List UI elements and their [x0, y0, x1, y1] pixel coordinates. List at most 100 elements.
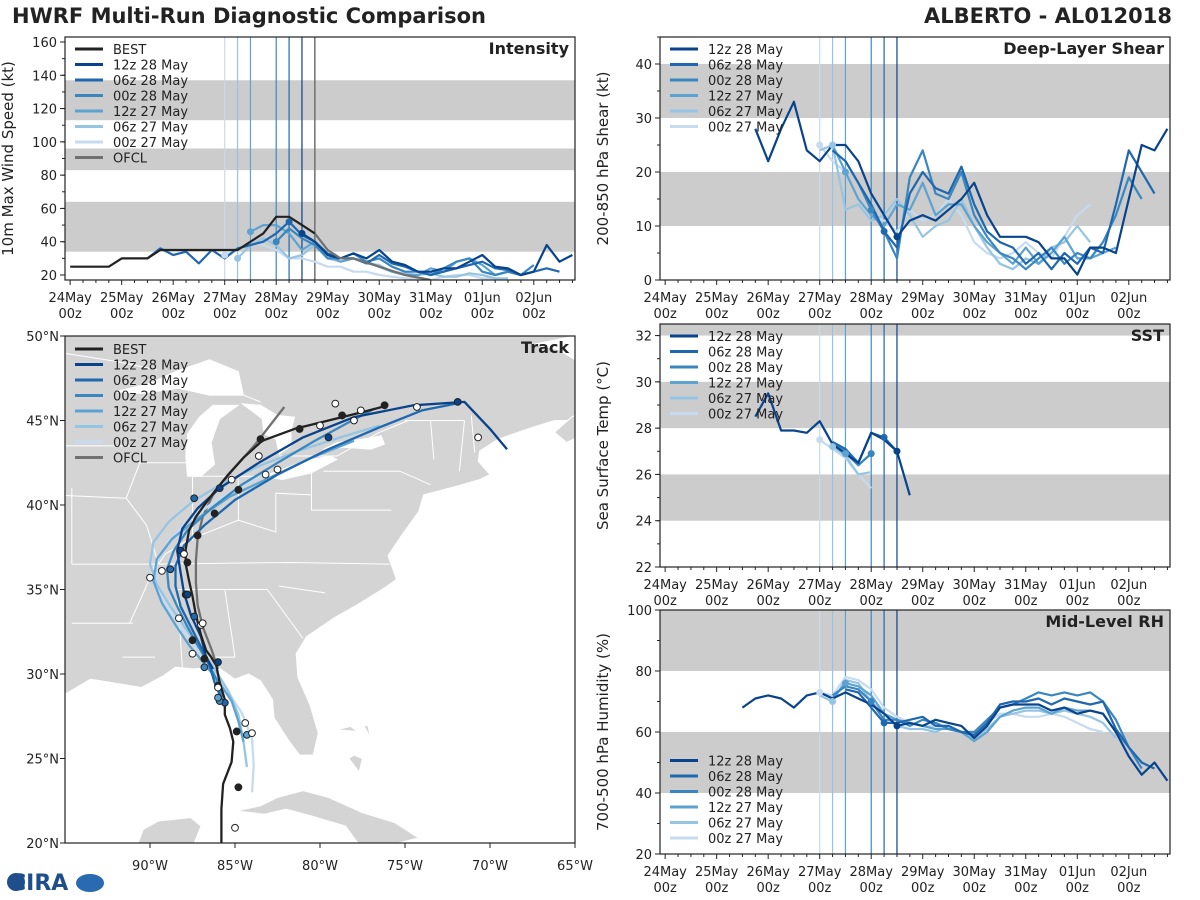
- legend-label-00z-28-may: 00z 28 May: [708, 361, 783, 376]
- track-marker-best: [200, 654, 209, 663]
- series-marker-12z-28-may: [298, 229, 306, 237]
- legend-label-00z-27-may: 00z 27 May: [708, 121, 783, 136]
- lake-superior: [114, 359, 244, 396]
- x-tick-label-date: 01Jun: [464, 291, 501, 306]
- x-tick-label-hour: 00z: [911, 881, 935, 896]
- series-marker-06z-28-may: [285, 218, 293, 226]
- x-tick-label-hour: 00z: [1066, 881, 1090, 896]
- x-tick-label-hour: 00z: [1117, 307, 1141, 322]
- x-tick-label-hour: 00z: [58, 307, 82, 322]
- x-tick-label-hour: 00z: [963, 307, 987, 322]
- x-tick-label-date: 28May: [850, 578, 894, 593]
- track-marker-white: [273, 465, 282, 474]
- y-axis-label: 700-500 hPa Humidity (%): [594, 633, 612, 831]
- x-tick-label-hour: 00z: [756, 594, 780, 609]
- y-tick-label: 30: [635, 112, 652, 127]
- shade-band-1: [660, 381, 1170, 429]
- series-marker-06z-28-may: [880, 719, 888, 727]
- x-tick-label-hour: 00z: [1014, 881, 1038, 896]
- legend-label-00z-27-may: 00z 27 May: [708, 832, 783, 847]
- shade-band-2: [660, 324, 1170, 336]
- panel-title: Track: [521, 338, 569, 357]
- panel-title: Mid-Level RH: [1045, 612, 1164, 631]
- x-tick-label-date: 26May: [746, 865, 790, 880]
- track-line-best: [184, 404, 389, 843]
- track-marker-white: [188, 649, 197, 658]
- track-marker-12z-28-may: [324, 433, 333, 442]
- x-tick-label-date: 02Jun: [1110, 291, 1147, 306]
- x-tick-label-date: 29May: [901, 865, 945, 880]
- series-marker-00z-28-may: [867, 206, 875, 214]
- track-marker-best: [338, 411, 347, 420]
- x-tick-label-date: 26May: [151, 291, 195, 306]
- track-marker-white: [413, 403, 421, 411]
- legend-label-06z-27-may: 06z 27 May: [708, 105, 783, 120]
- series-marker-06z-28-may: [880, 227, 888, 235]
- track-marker-12z-28-may: [183, 590, 192, 599]
- legend-label-12z-28-may: 12z 28 May: [708, 755, 783, 770]
- x-tick-label-hour: 00z: [808, 307, 832, 322]
- shade-band-0: [65, 201, 575, 252]
- track-marker-best: [234, 783, 243, 792]
- legend-label-12z-27-may: 12z 27 May: [708, 377, 783, 392]
- legend-label-06z-28-may: 06z 28 May: [708, 770, 783, 785]
- x-tick-label-hour: 00z: [756, 881, 780, 896]
- track-marker-12z-27-may: [214, 693, 222, 702]
- x-tick-label-hour: 00z: [653, 881, 677, 896]
- x-tick-label-hour: 00z: [1066, 594, 1090, 609]
- y-tick-label: 0: [644, 274, 652, 289]
- x-tick-label-date: 25May: [695, 291, 739, 306]
- state-border: [224, 589, 236, 658]
- track-marker-12z-28-may: [453, 398, 462, 406]
- x-tick-label-date: 26May: [746, 578, 790, 593]
- shade-band-2: [65, 80, 575, 121]
- x-tick-label-hour: 00z: [1066, 307, 1090, 322]
- x-tick-label-date: 26May: [746, 291, 790, 306]
- x-tick-label-date: 30May: [953, 578, 997, 593]
- y-tick-label: 20°N: [26, 837, 59, 852]
- x-tick-label-date: 30May: [953, 291, 997, 306]
- track-marker-white: [214, 683, 222, 692]
- track-marker-12z-28-may: [214, 658, 222, 667]
- y-tick-label: 20: [635, 166, 652, 181]
- x-tick-label-hour: 00z: [808, 881, 832, 896]
- series-marker-12z-28-may: [893, 722, 901, 730]
- x-tick-label-date: 30May: [358, 291, 402, 306]
- y-tick-label: 45°N: [26, 415, 59, 430]
- lake-michigan: [185, 404, 240, 477]
- y-tick-label: 40: [635, 58, 652, 73]
- shade-band-0: [660, 474, 1170, 521]
- x-tick-label-hour: 00z: [471, 307, 495, 322]
- x-tick-label-date: 25May: [695, 865, 739, 880]
- x-tick-label-date: 31May: [1004, 865, 1048, 880]
- y-axis-label: Sea Surface Temp (°C): [594, 361, 612, 530]
- x-tick-label: 70°W: [472, 859, 508, 874]
- plot-frame: [659, 36, 1171, 281]
- x-tick-label-date: 02Jun: [515, 291, 552, 306]
- x-tick-label-date: 28May: [255, 291, 299, 306]
- state-border: [158, 471, 312, 565]
- legend-label-00z-28-may: 00z 28 May: [113, 90, 188, 105]
- x-tick-label: 75°W: [387, 859, 423, 874]
- series-marker-06z-27-may: [829, 443, 837, 451]
- x-tick-label-hour: 00z: [419, 307, 443, 322]
- series-marker-00z-27-may: [221, 251, 229, 259]
- track-marker-best: [256, 435, 265, 443]
- y-tick-label: 60: [635, 726, 652, 741]
- x-tick-label-date: 27May: [798, 865, 842, 880]
- series-marker-00z-28-may: [867, 450, 875, 458]
- track-marker-06z-28-may: [190, 494, 199, 503]
- y-tick-label: 80: [635, 665, 652, 680]
- y-axis-label: 200-850 hPa Shear (kt): [594, 72, 612, 246]
- y-tick-label: 28: [635, 422, 652, 437]
- x-tick-label-hour: 00z: [265, 307, 289, 322]
- track-marker-white: [180, 550, 188, 558]
- series-marker-12z-27-may: [246, 228, 254, 236]
- track-marker-white: [350, 416, 358, 425]
- panel-title: Deep-Layer Shear: [1003, 39, 1164, 58]
- page-title: HWRF Multi-Run Diagnostic Comparison: [12, 4, 487, 28]
- state-border: [458, 420, 465, 472]
- x-tick-label-hour: 00z: [911, 594, 935, 609]
